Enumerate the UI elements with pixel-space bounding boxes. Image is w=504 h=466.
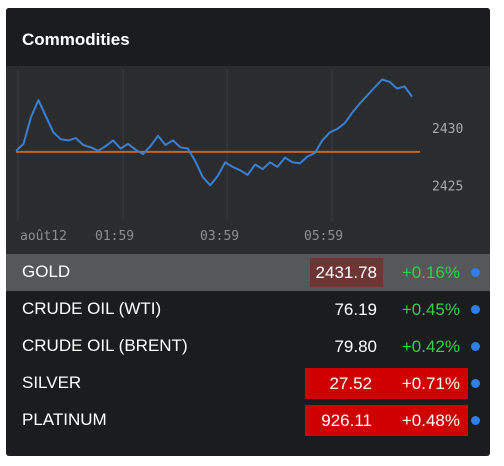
x-tick-label: 05:59	[304, 229, 343, 244]
row-change: +0.42%	[401, 337, 460, 356]
chart-svg: 2430 2425 août12 01:59 03:59 05:59	[15, 70, 463, 244]
row-change: +0.45%	[401, 300, 460, 319]
series-line-gold	[15, 78, 413, 187]
row-name: GOLD	[22, 262, 71, 281]
commodity-list: GOLD 2431.78 +0.16% CRUDE OIL (WTI) 76.1…	[6, 254, 490, 439]
row-change: +0.16%	[401, 263, 460, 282]
row-price: 27.52	[329, 374, 372, 393]
x-tick-label: août12	[20, 229, 67, 244]
status-dot-icon	[471, 379, 480, 388]
widget-title: Commodities	[22, 30, 130, 49]
status-dot-icon	[471, 305, 480, 314]
row-change: +0.48%	[401, 411, 460, 430]
row-price: 79.80	[334, 337, 377, 356]
list-item-gold[interactable]: GOLD 2431.78 +0.16%	[6, 254, 490, 291]
commodities-widget: Commodities 2430 2425 août12 01:59 03:59 05:5…	[6, 8, 490, 456]
highlight-box	[305, 405, 468, 436]
price-chart[interactable]: 2430 2425 août12 01:59 03:59 05:59	[6, 66, 490, 254]
row-name: SILVER	[22, 373, 82, 392]
list-item-platinum[interactable]: 926.11 +0.48% PLATINUM	[6, 402, 490, 439]
row-price: 926.11	[321, 411, 372, 430]
highlight-box	[305, 368, 468, 399]
row-price: 2431.78	[309, 258, 383, 287]
x-tick-label: 03:59	[200, 229, 239, 244]
row-name: CRUDE OIL (WTI)	[22, 299, 162, 318]
row-name: PLATINUM	[22, 410, 107, 429]
y-tick-label: 2430	[432, 122, 463, 137]
y-tick-label: 2425	[432, 179, 463, 194]
status-dot-icon	[471, 416, 480, 425]
row-price: 76.19	[334, 300, 377, 319]
list-item-silver[interactable]: 27.52 +0.71% SILVER	[6, 365, 490, 402]
widget-header: Commodities	[6, 8, 490, 66]
list-item-crude-oil-wti[interactable]: CRUDE OIL (WTI) 76.19 +0.45%	[6, 291, 490, 328]
list-item-crude-oil-brent[interactable]: CRUDE OIL (BRENT) 79.80 +0.42%	[6, 328, 490, 365]
status-dot-icon	[471, 342, 480, 351]
status-dot-icon	[471, 268, 480, 277]
row-change: +0.71%	[401, 374, 460, 393]
x-tick-label: 01:59	[95, 229, 134, 244]
row-name: CRUDE OIL (BRENT)	[22, 336, 188, 355]
